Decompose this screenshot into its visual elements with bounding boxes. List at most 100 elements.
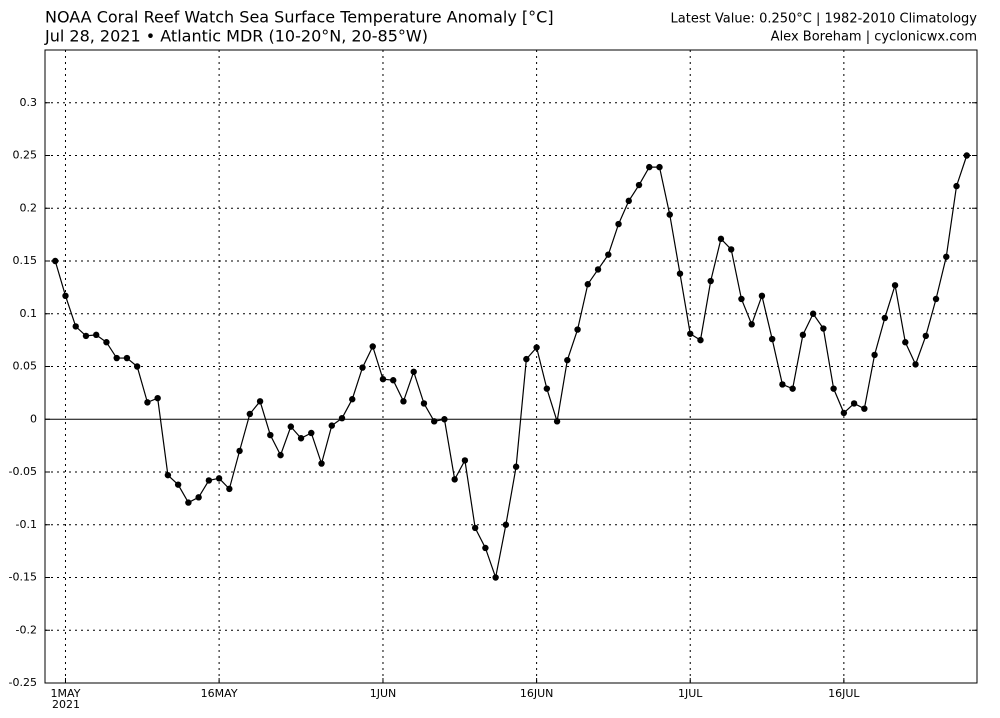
data-point bbox=[256, 398, 264, 405]
data-point bbox=[174, 481, 182, 488]
data-point bbox=[164, 471, 172, 479]
y-tick-label: 0.15 bbox=[13, 254, 38, 267]
y-tick-label: -0.25 bbox=[9, 676, 37, 689]
data-point bbox=[420, 400, 428, 407]
data-point bbox=[410, 368, 417, 375]
data-point bbox=[52, 257, 59, 265]
data-point bbox=[564, 356, 571, 364]
data-point bbox=[328, 422, 335, 429]
data-point bbox=[471, 524, 479, 532]
data-point bbox=[154, 394, 161, 402]
data-point bbox=[533, 344, 540, 351]
data-point bbox=[226, 485, 233, 493]
data-point bbox=[369, 343, 376, 350]
x-tick-label: 16JUL bbox=[828, 687, 860, 700]
data-point bbox=[185, 499, 192, 506]
data-point bbox=[656, 163, 663, 171]
data-point bbox=[768, 335, 776, 343]
y-tick-label: -0.2 bbox=[16, 623, 37, 636]
data-point bbox=[615, 220, 622, 228]
data-point bbox=[123, 354, 131, 362]
data-point bbox=[349, 396, 356, 403]
data-point bbox=[779, 381, 786, 388]
data-point bbox=[553, 418, 561, 425]
data-point bbox=[594, 266, 602, 273]
x-tick-label: 16MAY bbox=[201, 687, 238, 700]
data-point bbox=[441, 416, 448, 423]
info-text: Latest Value: 0.250°C | 1982-2010 Climat… bbox=[671, 12, 978, 27]
data-point bbox=[820, 325, 827, 332]
y-tick-label: -0.05 bbox=[9, 465, 37, 478]
chart-subtitle: Jul 28, 2021 • Atlantic MDR (10-20°N, 20… bbox=[44, 27, 428, 46]
data-point bbox=[840, 409, 848, 417]
data-point bbox=[912, 361, 919, 368]
data-point bbox=[830, 385, 837, 392]
y-tick-label: -0.1 bbox=[16, 518, 37, 531]
data-point bbox=[318, 460, 325, 467]
y-tick-label: 0.3 bbox=[20, 96, 38, 109]
data-point bbox=[707, 277, 714, 285]
data-point bbox=[287, 423, 295, 430]
x-tick-label: 1MAY bbox=[51, 687, 81, 700]
data-point bbox=[646, 163, 653, 171]
y-tick-label: 0.2 bbox=[20, 201, 38, 214]
data-point bbox=[359, 364, 366, 371]
data-point bbox=[205, 477, 213, 484]
data-point bbox=[267, 431, 274, 439]
data-point bbox=[246, 410, 254, 418]
data-point bbox=[727, 246, 735, 253]
data-point bbox=[133, 363, 141, 370]
y-tick-label: 0 bbox=[30, 412, 37, 425]
data-point bbox=[523, 355, 530, 363]
data-point bbox=[430, 418, 438, 425]
data-point bbox=[758, 292, 766, 300]
data-point bbox=[277, 451, 284, 459]
data-point bbox=[676, 270, 684, 277]
data-point bbox=[697, 336, 704, 344]
data-point bbox=[584, 281, 592, 288]
data-point bbox=[963, 152, 970, 159]
x-tick-label: 1JUN bbox=[370, 687, 397, 700]
data-point bbox=[666, 211, 673, 218]
data-line bbox=[54, 155, 968, 580]
data-point bbox=[93, 331, 100, 339]
data-point bbox=[717, 235, 725, 243]
data-point bbox=[144, 399, 151, 406]
data-point bbox=[390, 377, 397, 384]
data-point bbox=[308, 429, 315, 437]
y-tick-label: 0.25 bbox=[13, 149, 38, 162]
year-label: 2021 bbox=[52, 698, 80, 711]
data-point bbox=[809, 310, 817, 317]
data-point bbox=[922, 332, 929, 340]
data-point bbox=[400, 398, 407, 405]
data-point bbox=[482, 544, 489, 552]
data-point bbox=[953, 182, 960, 190]
data-point bbox=[297, 435, 305, 442]
data-point bbox=[605, 251, 612, 258]
data-point bbox=[625, 197, 632, 205]
data-point bbox=[850, 400, 858, 407]
data-point bbox=[82, 332, 90, 340]
data-point bbox=[338, 414, 346, 422]
data-point bbox=[62, 292, 69, 300]
data-point bbox=[635, 181, 643, 189]
x-tick-label: 1JUL bbox=[678, 687, 703, 700]
data-point bbox=[748, 321, 755, 328]
data-point bbox=[687, 330, 694, 337]
plot-frame bbox=[44, 49, 978, 684]
data-point bbox=[72, 323, 79, 330]
data-point bbox=[379, 375, 387, 383]
data-point bbox=[943, 253, 950, 260]
data-point bbox=[195, 494, 202, 501]
data-point bbox=[543, 385, 551, 392]
y-tick-label: -0.15 bbox=[9, 571, 37, 584]
data-point bbox=[492, 574, 499, 581]
data-point bbox=[871, 351, 878, 359]
data-point bbox=[891, 282, 899, 289]
data-point bbox=[861, 405, 868, 412]
data-point bbox=[451, 476, 458, 483]
data-point bbox=[502, 521, 510, 528]
data-point bbox=[789, 385, 796, 392]
data-point bbox=[215, 475, 223, 482]
